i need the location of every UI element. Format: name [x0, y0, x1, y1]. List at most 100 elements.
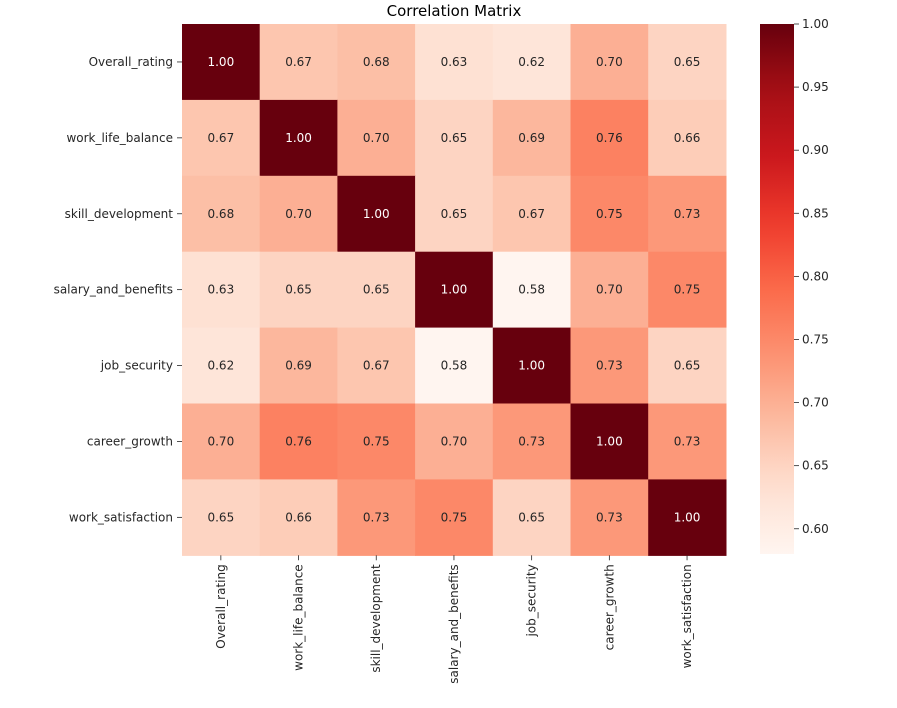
heatmap-cell-r0-c5	[570, 24, 649, 101]
colorbar-label-5: 0.85	[802, 206, 829, 220]
heatmap-cell-r3-c5	[570, 251, 649, 329]
heatmap-cell-r1-c6	[648, 99, 727, 177]
cell-annotation-r0-c6: 0.65	[674, 55, 701, 69]
cell-annotation-r2-c1: 0.70	[285, 207, 312, 221]
heatmap-cell-r0-c2	[337, 24, 416, 101]
heatmap-cell-r5-c4	[492, 403, 572, 480]
heatmap-cell-r5-c2	[337, 403, 416, 480]
cell-annotation-r5-c0: 0.70	[207, 434, 234, 448]
cell-annotation-r0-c4: 0.62	[518, 55, 545, 69]
cell-annotation-r5-c3: 0.70	[441, 434, 468, 448]
col-label-job_security: job_security	[525, 564, 539, 637]
heatmap-cell-r5-c1	[259, 403, 338, 480]
row-label-job_security: job_security	[100, 359, 173, 373]
cell-annotation-r1-c3: 0.65	[441, 131, 468, 145]
col-label-salary_and_benefits: salary_and_benefits	[447, 564, 461, 683]
heatmap-cell-r6-c4	[492, 479, 572, 556]
cell-annotation-r0-c1: 0.67	[285, 55, 312, 69]
heatmap-cell-r0-c0	[182, 24, 261, 101]
colorbar-label-4: 0.80	[802, 269, 829, 283]
heatmap-cell-r0-c4	[492, 24, 572, 101]
cell-annotation-r1-c0: 0.67	[207, 131, 234, 145]
colorbar-label-6: 0.90	[802, 143, 829, 157]
cell-annotation-r5-c6: 0.73	[674, 434, 701, 448]
heatmap-cell-r0-c3	[415, 24, 494, 101]
heatmap-cell-r3-c2	[337, 251, 416, 329]
heatmap-cell-r5-c6	[648, 403, 727, 480]
cell-annotation-r4-c1: 0.69	[285, 359, 312, 373]
cell-annotation-r3-c6: 0.75	[674, 283, 701, 297]
heatmap-cell-r1-c1	[259, 99, 338, 177]
col-label-work_life_balance: work_life_balance	[292, 564, 306, 671]
heatmap-cell-r6-c0	[182, 479, 261, 556]
row-label-salary_and_benefits: salary_and_benefits	[54, 283, 173, 297]
cell-annotation-r0-c5: 0.70	[596, 55, 623, 69]
heatmap-cell-r0-c6	[648, 24, 727, 101]
heatmap-cell-r6-c3	[415, 479, 494, 556]
heatmap-cell-r5-c5	[570, 403, 649, 480]
cell-annotation-r1-c6: 0.66	[674, 131, 701, 145]
heatmap-cell-r2-c6	[648, 175, 727, 253]
cell-annotation-r2-c0: 0.68	[207, 207, 234, 221]
col-label-Overall_rating: Overall_rating	[214, 564, 228, 648]
heatmap-cell-r1-c3	[415, 99, 494, 177]
heatmap-cell-r4-c4	[492, 327, 572, 405]
heatmap-cell-r2-c4	[492, 175, 572, 253]
cell-annotation-r3-c1: 0.65	[285, 283, 312, 297]
cell-annotation-r6-c1: 0.66	[285, 510, 312, 524]
cell-annotation-r6-c5: 0.73	[596, 510, 623, 524]
heatmap-cell-r3-c6	[648, 251, 727, 329]
heatmap-cell-r5-c3	[415, 403, 494, 480]
cell-annotation-r2-c6: 0.73	[674, 207, 701, 221]
colorbar: 0.60 0.65 0.70 0.75 0.80 0.85 0.90 0.95 1.00	[760, 17, 829, 554]
heatmap-cell-r4-c3	[415, 327, 494, 405]
cell-annotation-r2-c4: 0.67	[518, 207, 545, 221]
cell-annotation-r4-c5: 0.73	[596, 359, 623, 373]
cell-annotation-r5-c1: 0.76	[285, 434, 312, 448]
cell-annotation-r3-c2: 0.65	[363, 283, 390, 297]
col-label-skill_development: skill_development	[369, 564, 383, 673]
cell-annotation-r6-c3: 0.75	[441, 510, 468, 524]
heatmap-cell-r4-c2	[337, 327, 416, 405]
heatmap-cell-r0-c1	[259, 24, 338, 101]
cell-annotation-r1-c1: 1.00	[285, 131, 312, 145]
heatmap-cell-r1-c0	[182, 99, 261, 177]
row-label-Overall_rating: Overall_rating	[89, 55, 173, 69]
row-label-career_growth: career_growth	[87, 434, 173, 448]
heatmap-cell-r3-c0	[182, 251, 261, 329]
cell-annotation-r0-c2: 0.68	[363, 55, 390, 69]
chart-title: Correlation Matrix	[387, 2, 522, 20]
row-tick-labels: Overall_rating work_life_balance skill_dev…	[54, 55, 182, 524]
cell-annotation-r4-c3: 0.58	[441, 359, 468, 373]
heatmap-cell-r4-c0	[182, 327, 261, 405]
heatmap-cell-r3-c3	[415, 251, 494, 329]
cell-annotation-r1-c5: 0.76	[596, 131, 623, 145]
heatmap-cell-r1-c2	[337, 99, 416, 177]
heatmap-cell-r2-c2	[337, 175, 416, 253]
column-tick-labels: Overall_rating work_life_balance skill_dev…	[214, 555, 694, 684]
heatmap-cell-r6-c2	[337, 479, 416, 556]
heatmap-cell-r2-c1	[259, 175, 338, 253]
cell-annotation-r6-c0: 0.65	[207, 510, 234, 524]
heatmap-cell-r1-c5	[570, 99, 649, 177]
cell-annotation-r4-c0: 0.62	[207, 359, 234, 373]
row-label-skill_development: skill_development	[65, 207, 174, 221]
colorbar-label-8: 1.00	[802, 17, 829, 31]
col-label-work_satisfaction: work_satisfaction	[680, 564, 694, 668]
cell-annotation-r2-c3: 0.65	[441, 207, 468, 221]
cell-annotation-r0-c0: 1.00	[207, 55, 234, 69]
heatmap-cells: 1.00 0.67 0.68 0.63 0.62 0.70 0.65 0.67 1.00 0.70…	[182, 24, 727, 556]
cell-annotation-r3-c0: 0.63	[207, 283, 234, 297]
heatmap-cell-r2-c3	[415, 175, 494, 253]
cell-annotation-r2-c5: 0.75	[596, 207, 623, 221]
cell-annotation-r5-c4: 0.73	[518, 434, 545, 448]
colorbar-label-2: 0.70	[802, 396, 829, 410]
heatmap-cell-r6-c6	[648, 479, 727, 556]
cell-annotation-r1-c2: 0.70	[363, 131, 390, 145]
cell-annotation-r6-c4: 0.65	[518, 510, 545, 524]
heatmap-cell-r4-c1	[259, 327, 338, 405]
colorbar-label-1: 0.65	[802, 459, 829, 473]
heatmap-cell-r5-c0	[182, 403, 261, 480]
colorbar-label-0: 0.60	[802, 522, 829, 536]
